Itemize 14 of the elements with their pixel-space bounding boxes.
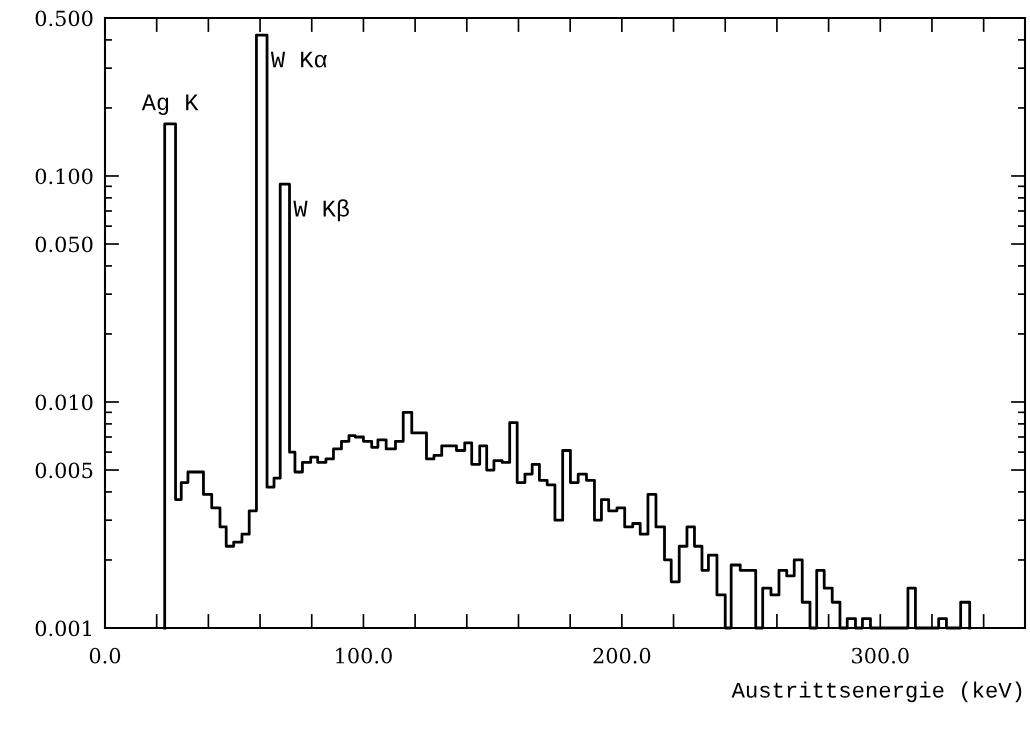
y-tick-label: 0.500 <box>35 10 93 27</box>
annotation: W Kα <box>270 51 327 68</box>
x-tick-label: 200.0 <box>593 647 651 664</box>
x-tick-label: 0.0 <box>89 647 121 664</box>
x-axis-title: Austrittsenergie (keV) <box>731 681 1022 703</box>
y-tick-label: 0.010 <box>35 394 93 411</box>
y-tick-label: 0.001 <box>35 620 91 637</box>
annotation: Ag K <box>141 94 199 116</box>
annotation: W Kβ <box>293 199 349 222</box>
x-tick-label: 300.0 <box>852 647 909 664</box>
y-tick-label: 0.100 <box>35 168 93 185</box>
x-tick-label: 100.0 <box>336 647 392 664</box>
y-tick-label: 0.050 <box>35 236 93 253</box>
y-tick-label: 0.005 <box>35 462 93 479</box>
